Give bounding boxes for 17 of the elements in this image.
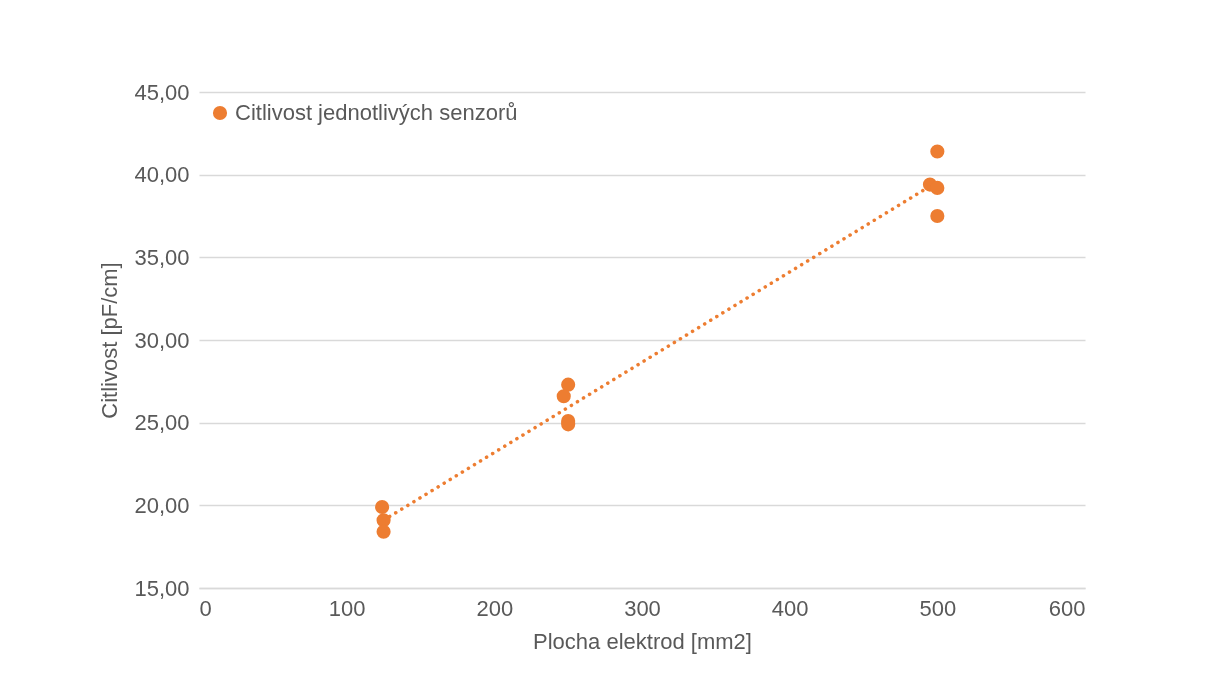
y-tick-label: 20,00: [134, 492, 190, 518]
x-tick-label: 200: [476, 595, 514, 621]
x-tick-label: 300: [624, 595, 661, 621]
x-tick-label: 100: [328, 595, 366, 621]
y-tick-label: 35,00: [134, 244, 190, 270]
x-axis-title: Plocha elektrod [mm2]: [533, 628, 752, 654]
x-tick-label: 500: [919, 595, 957, 621]
x-tick-label: 400: [771, 595, 809, 621]
y-tick-label: 25,00: [134, 410, 190, 436]
y-tick-label: 15,00: [134, 575, 190, 601]
x-tick-label: 600: [1048, 595, 1086, 621]
x-tick-label: 0: [199, 595, 212, 621]
y-tick-label: 45,00: [134, 79, 190, 105]
legend-label: Citlivost jednotlivých senzorů: [235, 100, 518, 125]
y-axis-title: Citlivost [pF/cm]: [97, 262, 123, 419]
y-tick-label: 40,00: [134, 162, 190, 188]
y-tick-label: 30,00: [134, 327, 190, 353]
